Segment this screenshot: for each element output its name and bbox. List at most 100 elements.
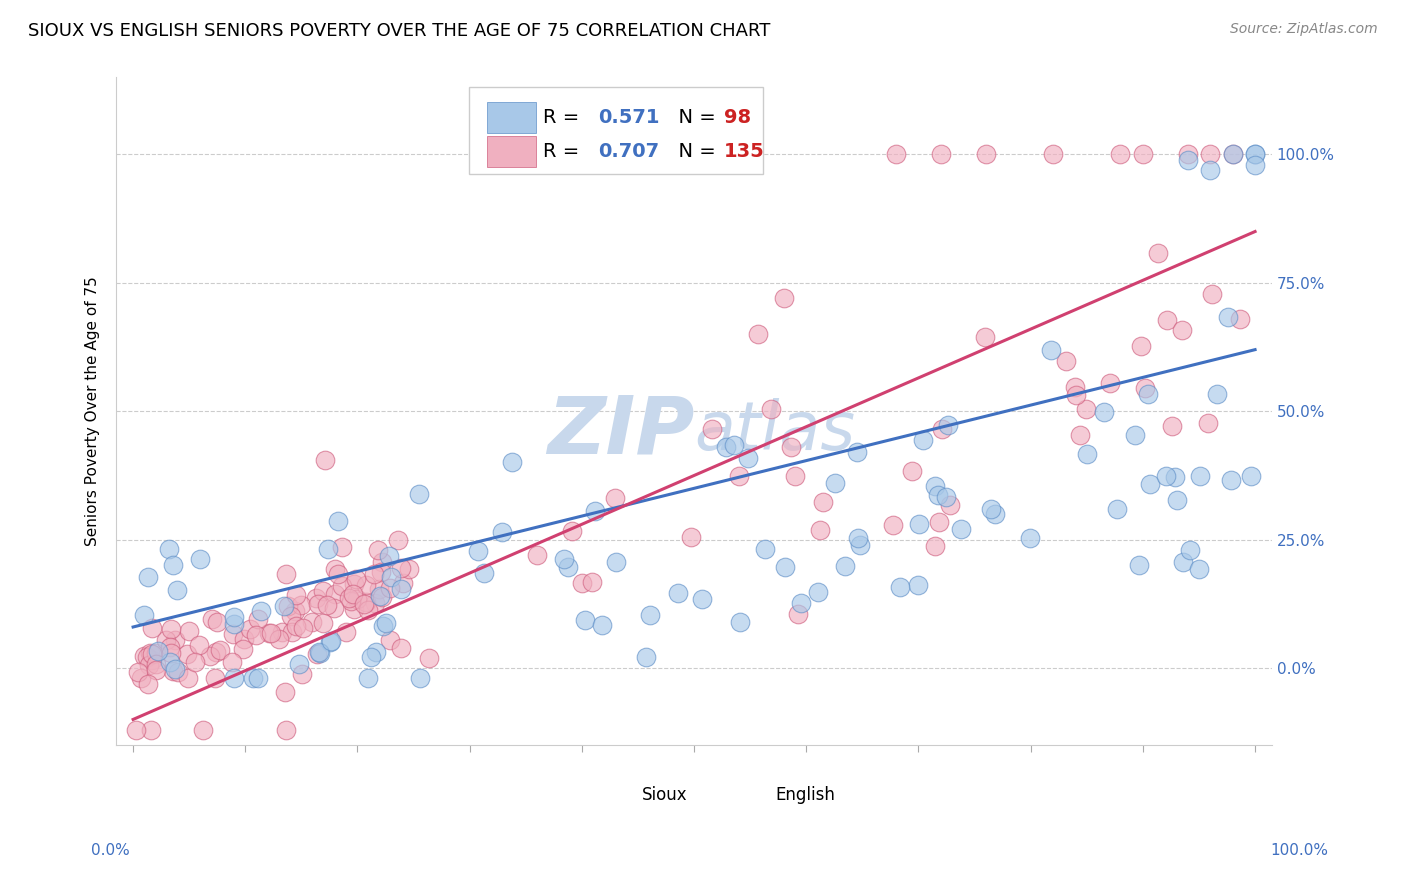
Point bbox=[129, 671, 152, 685]
Point bbox=[980, 501, 1002, 516]
Point bbox=[371, 590, 394, 604]
Point bbox=[1166, 493, 1188, 508]
Point bbox=[924, 540, 946, 554]
Point bbox=[301, 615, 323, 630]
Point bbox=[184, 655, 207, 669]
Point bbox=[983, 507, 1005, 521]
Point bbox=[314, 453, 336, 467]
Point bbox=[132, 649, 155, 664]
Point bbox=[367, 543, 389, 558]
Point bbox=[491, 524, 513, 539]
Point bbox=[666, 586, 689, 600]
Point bbox=[356, 595, 378, 609]
Point bbox=[1222, 147, 1244, 161]
Point bbox=[323, 562, 346, 576]
Point bbox=[1160, 419, 1182, 434]
Point bbox=[1129, 339, 1152, 353]
Point bbox=[340, 594, 363, 608]
FancyBboxPatch shape bbox=[733, 789, 769, 816]
Point bbox=[900, 464, 922, 478]
Point bbox=[1178, 543, 1201, 558]
Point bbox=[307, 597, 329, 611]
Text: 0.571: 0.571 bbox=[598, 108, 659, 128]
Point bbox=[273, 599, 295, 613]
Point bbox=[1206, 386, 1229, 401]
Point bbox=[335, 625, 357, 640]
Point bbox=[163, 662, 186, 676]
Point bbox=[1063, 380, 1085, 394]
Text: 0.0%: 0.0% bbox=[91, 843, 131, 858]
Text: R =: R = bbox=[543, 108, 585, 128]
Point bbox=[290, 599, 312, 613]
Point bbox=[188, 551, 211, 566]
Point bbox=[378, 581, 401, 595]
Point bbox=[146, 644, 169, 658]
Point bbox=[246, 612, 269, 626]
Point bbox=[1188, 469, 1211, 483]
Text: R =: R = bbox=[543, 142, 585, 161]
Text: SIOUX VS ENGLISH SENIORS POVERTY OVER THE AGE OF 75 CORRELATION CHART: SIOUX VS ENGLISH SENIORS POVERTY OVER TH… bbox=[28, 22, 770, 40]
Point bbox=[162, 558, 184, 573]
Point bbox=[779, 440, 801, 454]
Point bbox=[1132, 147, 1154, 161]
Point bbox=[364, 595, 387, 609]
Point bbox=[364, 645, 387, 659]
Point bbox=[775, 560, 797, 574]
Point bbox=[292, 621, 315, 635]
Point bbox=[308, 644, 330, 658]
Point bbox=[387, 533, 409, 548]
Point bbox=[360, 649, 382, 664]
Point bbox=[342, 586, 364, 600]
Point bbox=[159, 623, 181, 637]
Point bbox=[368, 589, 391, 603]
Point bbox=[371, 619, 394, 633]
Point bbox=[889, 580, 911, 594]
Point bbox=[1076, 447, 1098, 461]
Point bbox=[139, 723, 162, 737]
FancyBboxPatch shape bbox=[488, 103, 536, 133]
Point bbox=[389, 640, 412, 655]
Point bbox=[574, 613, 596, 627]
Point bbox=[834, 559, 856, 574]
Point bbox=[330, 579, 353, 593]
Point bbox=[377, 549, 399, 563]
Point bbox=[389, 582, 412, 597]
Point bbox=[772, 291, 794, 305]
Point bbox=[176, 647, 198, 661]
Point bbox=[929, 147, 952, 161]
Point bbox=[811, 495, 834, 509]
Point bbox=[1076, 402, 1098, 417]
Point bbox=[810, 523, 832, 537]
Point bbox=[346, 592, 368, 607]
Point bbox=[1146, 245, 1168, 260]
Point bbox=[581, 575, 603, 590]
Point bbox=[1064, 388, 1087, 402]
Point bbox=[1109, 147, 1132, 161]
Point bbox=[605, 556, 627, 570]
Point bbox=[277, 599, 299, 613]
Point bbox=[924, 479, 946, 493]
Point bbox=[222, 617, 245, 632]
Point bbox=[1019, 532, 1042, 546]
Point bbox=[166, 582, 188, 597]
Point bbox=[141, 648, 163, 662]
Point bbox=[160, 646, 183, 660]
Point bbox=[939, 498, 962, 512]
Point bbox=[316, 598, 339, 612]
Point bbox=[1216, 310, 1239, 324]
Point bbox=[557, 560, 579, 574]
Point bbox=[605, 491, 627, 505]
Point bbox=[166, 665, 188, 680]
Point bbox=[124, 723, 146, 737]
Point bbox=[1244, 147, 1267, 161]
Point bbox=[209, 643, 232, 657]
Point bbox=[232, 642, 254, 657]
Point bbox=[787, 607, 810, 621]
Point bbox=[974, 147, 997, 161]
Point bbox=[723, 438, 745, 452]
Point bbox=[165, 632, 187, 647]
Point bbox=[380, 570, 402, 584]
Point bbox=[242, 671, 264, 685]
Point bbox=[281, 624, 304, 639]
Text: 98: 98 bbox=[724, 108, 751, 128]
